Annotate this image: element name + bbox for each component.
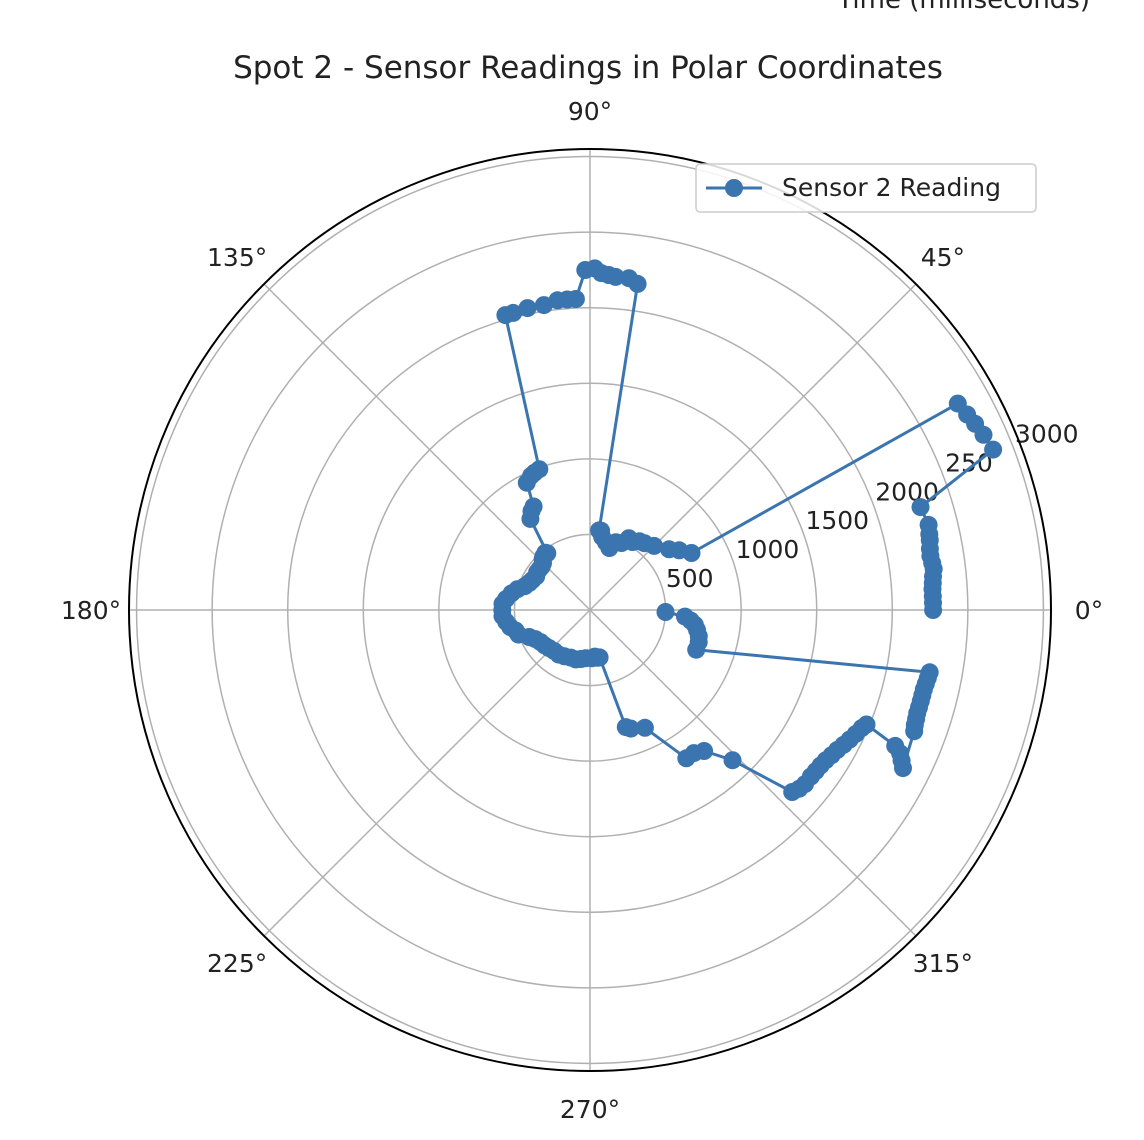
data-point — [894, 759, 912, 778]
data-point — [590, 648, 609, 667]
data-point — [948, 394, 967, 413]
series-sensor-2 — [493, 259, 1003, 801]
data-point — [984, 440, 1003, 459]
data-point — [660, 540, 679, 559]
angle-tick-label: 90° — [568, 97, 612, 126]
legend-marker — [725, 179, 743, 197]
data-point — [548, 291, 567, 310]
angle-tick-label: 315° — [913, 949, 973, 978]
radial-tick-label: 1500 — [805, 506, 869, 535]
legend-box — [695, 163, 1037, 213]
data-point — [534, 296, 553, 315]
angle-tick-label: 270° — [560, 1095, 620, 1124]
top-cutoff-label: Time (milliseconds) — [836, 0, 1090, 15]
radial-tick-label: 500 — [666, 564, 714, 593]
data-point — [656, 603, 675, 621]
angle-tick-label: 225° — [207, 949, 267, 978]
data-point — [518, 299, 537, 318]
data-point — [621, 719, 640, 738]
data-point — [911, 498, 930, 517]
data-point — [496, 306, 515, 325]
plot-frame — [128, 148, 1052, 1072]
angular-gridline-7 — [589, 609, 917, 937]
data-point — [723, 751, 742, 770]
data-point — [857, 715, 876, 734]
radial-tick-label: 1000 — [736, 535, 800, 564]
data-point — [521, 509, 540, 528]
legend-label: Sensor 2 Reading — [782, 173, 1001, 202]
angle-tick-labels: 0° 45° 90° 135° 180° 225° 270° 315° — [61, 97, 1103, 1124]
data-point — [920, 663, 939, 682]
data-point — [635, 718, 654, 737]
angular-gridline-5 — [263, 609, 591, 937]
data-point — [620, 269, 638, 288]
chart-title: Spot 2 - Sensor Readings in Polar Coordi… — [233, 50, 943, 86]
data-point — [590, 521, 609, 540]
data-point — [919, 515, 938, 534]
radial-tick-label: 3000 — [1015, 419, 1079, 448]
angle-tick-label: 180° — [61, 596, 121, 625]
angular-gridline-1 — [589, 283, 917, 611]
angle-tick-label: 0° — [1075, 596, 1103, 625]
data-point — [576, 261, 595, 279]
data-point — [517, 473, 536, 492]
polar-grid — [129, 149, 1051, 1071]
data-point — [676, 607, 694, 626]
angle-tick-label: 135° — [207, 243, 267, 272]
angle-tick-label: 45° — [921, 243, 965, 272]
data-point — [695, 742, 714, 760]
legend: Sensor 2 Reading — [695, 163, 1037, 213]
